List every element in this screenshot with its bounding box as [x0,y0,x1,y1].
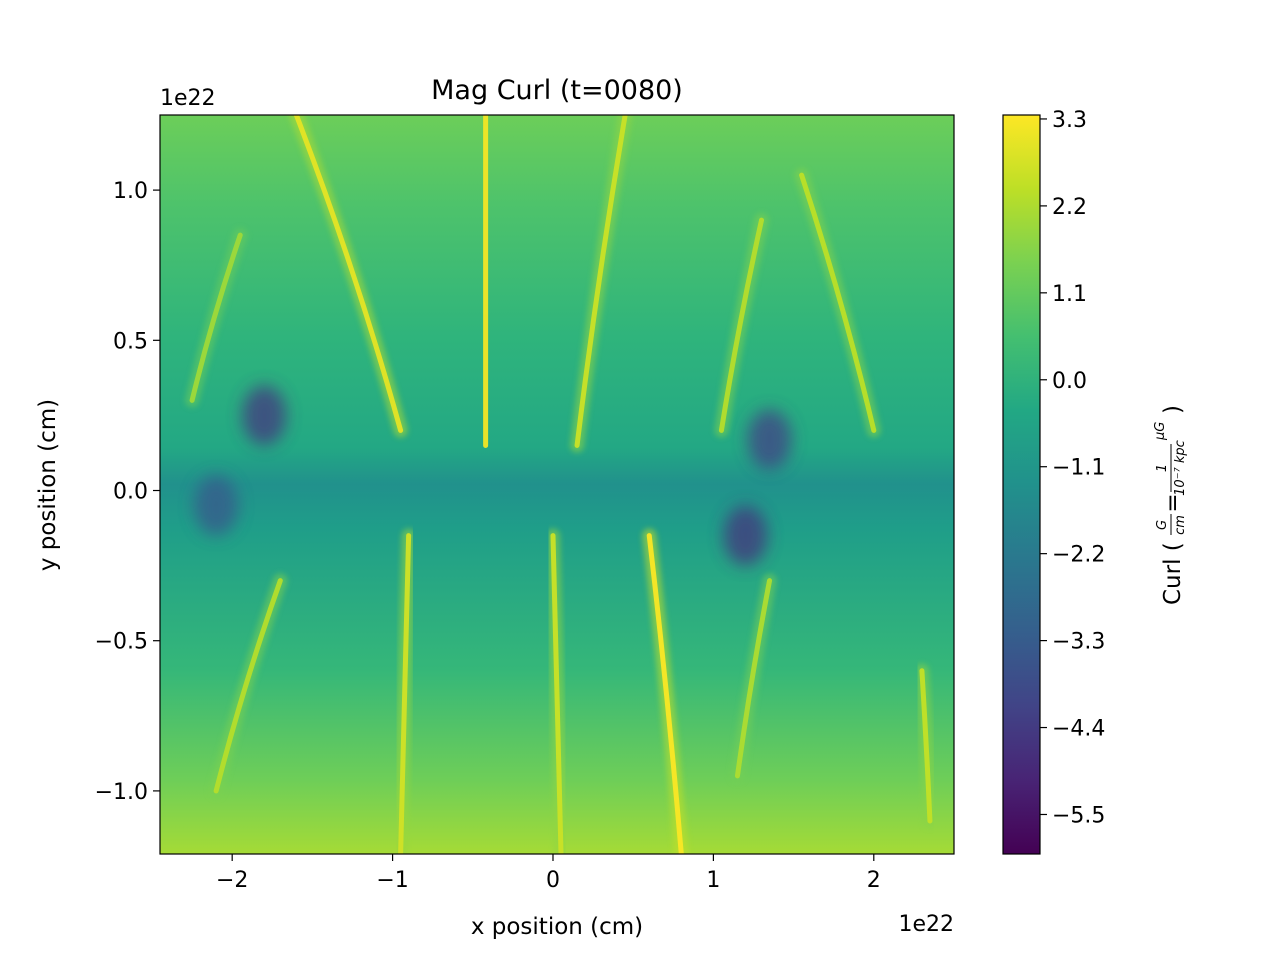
y-tick-label: 1.0 [113,179,148,204]
filament [734,578,773,779]
low-spot [194,475,239,536]
colorbar-tick-label: −1.1 [1052,456,1105,481]
colorbar-frac2-den: 10⁻⁷ kpc [1173,440,1188,496]
x-axis-label: x position (cm) [471,914,643,940]
x-tick-label: 1 [706,868,720,893]
y-offset-text: 1e22 [160,86,216,111]
x-offset-text: 1e22 [898,912,954,937]
colorbar-frac2-num: 1 [1155,464,1170,472]
filament [293,115,404,433]
x-tick-label: −1 [376,868,408,893]
low-spot [747,409,792,470]
colorbar-gradient [1002,114,1041,855]
heatmap-area [159,114,955,855]
colorbar-frac1-den: cm [1173,515,1188,535]
colorbar-equals: = [1160,493,1186,512]
low-spot [723,505,768,566]
filament [550,533,564,854]
filament [574,115,628,448]
colorbar-tick-label: 0.0 [1052,369,1087,394]
colorbar-tick-label: −4.4 [1052,717,1105,742]
y-tick-label: −0.5 [95,630,148,655]
y-tick-label: 0.5 [113,329,148,354]
colorbar-tick-label: −3.3 [1052,630,1105,655]
colorbar-ticks: 3.3 2.2 1.1 0.0 −1.1 −2.2 −3.3 −4.4 −5.5 [1040,108,1105,828]
colorbar-tick-label: −2.2 [1052,543,1105,568]
colorbar-label-prefix: Curl ( [1160,542,1186,605]
colorbar-frac3-num: μG [1153,422,1168,441]
colorbar-frac1-num: G [1155,520,1170,530]
filament [919,668,933,824]
filament [718,217,765,433]
x-tick-label: 2 [867,868,881,893]
x-axis-ticks: −2 −1 0 1 2 [216,854,881,893]
x-tick-label: −2 [216,868,248,893]
filament [189,232,243,403]
y-tick-label: 0.0 [113,480,148,505]
filament [213,578,283,794]
colorbar-label: Curl ( G cm = 1 10⁻⁷ kpc μG ) [1153,405,1188,605]
filament [799,172,877,433]
y-tick-label: −1.0 [95,780,148,805]
filament [646,533,684,854]
colorbar: 3.3 2.2 1.1 0.0 −1.1 −2.2 −3.3 −4.4 −5.5 Curl ( … [1002,108,1188,855]
colorbar-tick-label: 1.1 [1052,282,1087,307]
y-axis-label: y position (cm) [35,399,61,571]
chart-title: Mag Curl (t=0080) [431,75,683,106]
plot-frame [159,114,955,855]
filament [398,533,412,854]
colorbar-tick-label: 2.2 [1052,195,1087,220]
colorbar-tick-label: −5.5 [1052,803,1105,828]
colorbar-tick-label: 3.3 [1052,108,1087,133]
x-tick-label: 0 [546,868,560,893]
low-spot [242,385,287,446]
y-axis-ticks: −1.0 −0.5 0.0 0.5 1.0 [95,179,160,805]
field-layer [185,115,937,854]
colorbar-label-suffix: ) [1160,405,1186,414]
